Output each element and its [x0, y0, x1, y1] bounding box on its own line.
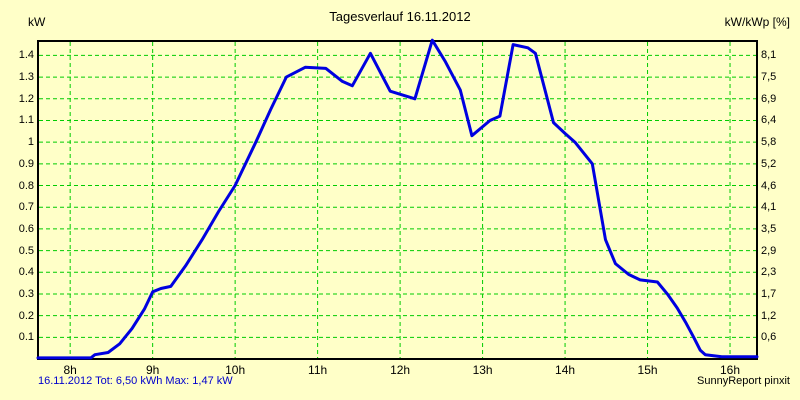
right-axis-unit-label: kW/kWp [%]	[724, 15, 790, 29]
left-axis-tick-label: 0.9	[18, 157, 34, 170]
right-axis-tick-label: 6,4	[761, 114, 777, 127]
left-axis-tick-label: 1.1	[18, 114, 34, 127]
hour-axis-tick-label: 11h	[308, 363, 328, 377]
hour-axis-tick-label: 14h	[555, 363, 576, 377]
left-axis-tick-label: 0.5	[18, 244, 34, 257]
right-axis-tick-label: 5,8	[761, 136, 777, 149]
right-axis-tick-label: 1,7	[761, 287, 777, 300]
hour-axis-tick-label: 15h	[637, 363, 658, 377]
brand-text: SunnyReport pinxit	[697, 375, 790, 387]
right-axis-tick-label: 4,1	[761, 201, 777, 214]
left-axis-tick-label: 1.3	[18, 71, 34, 84]
plot-border	[37, 40, 758, 360]
left-axis-tick-label: 0.8	[18, 179, 34, 192]
right-axis-tick-label: 4,6	[761, 179, 777, 192]
left-axis-tick-label: 0.1	[18, 331, 34, 344]
power-curve	[36, 38, 759, 360]
right-axis-tick-label: 2,9	[761, 244, 777, 257]
left-axis-tick-label: 0.6	[18, 222, 34, 235]
left-axis-tick-label: 0.7	[18, 201, 34, 214]
left-axis-tick-label: 1.2	[18, 92, 34, 105]
left-axis-tick-label: 1.4	[18, 49, 34, 62]
left-axis-tick-label: 0.3	[18, 287, 34, 300]
hour-axis-tick-label: 9h	[145, 363, 160, 377]
hour-axis-tick-label: 12h	[390, 363, 411, 377]
chart-title: Tagesverlauf 16.11.2012	[329, 9, 471, 24]
right-axis-tick-label: 6,9	[761, 92, 777, 105]
right-axis-tick-label: 7,5	[761, 71, 777, 84]
left-axis-tick-label: 1	[27, 136, 34, 149]
hour-axis-tick-label: 16h	[720, 363, 741, 377]
hour-axis-tick-label: 8h	[63, 363, 77, 377]
left-axis-unit-label: kW	[28, 15, 46, 29]
right-axis-tick-label: 5,2	[761, 157, 777, 170]
left-axis-tick-label: 0.2	[18, 309, 34, 322]
right-axis-tick-label: 8,1	[761, 49, 777, 62]
left-axis-tick-label: 0.4	[18, 266, 34, 279]
hour-axis-tick-label: 13h	[472, 363, 493, 377]
right-axis-tick-label: 0,6	[761, 331, 777, 344]
right-axis-tick-label: 1,2	[761, 309, 777, 322]
right-axis-tick-label: 2,3	[761, 266, 777, 279]
right-axis-tick-label: 3,5	[761, 222, 777, 235]
hour-axis-tick-label: 10h	[225, 363, 246, 377]
summary-text: 16.11.2012 Tot: 6,50 kWh Max: 1,47 kW	[38, 375, 233, 387]
